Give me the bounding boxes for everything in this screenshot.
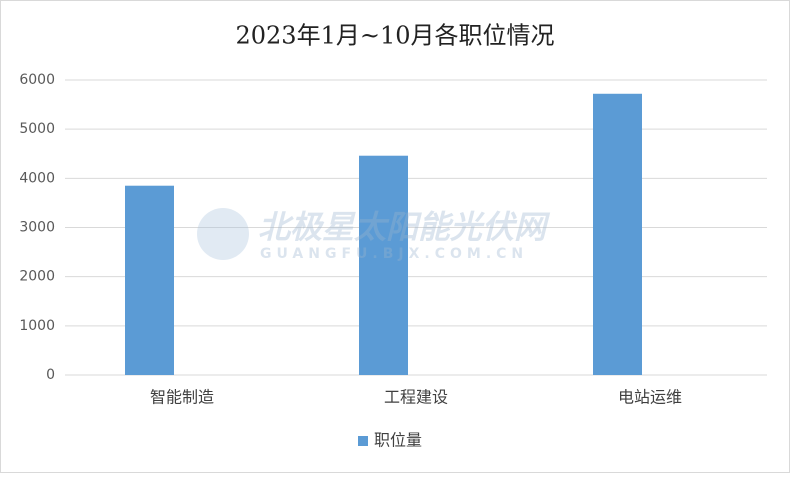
x-tick-label: 工程建设: [384, 388, 448, 407]
legend-label: 职位量: [374, 431, 422, 450]
y-tick-label: 5000: [19, 121, 55, 137]
watermark-title: 北极星太阳能光伏网: [258, 208, 551, 246]
watermark: 北极星太阳能光伏网 GUANGFU.BJX.COM.CN: [197, 208, 551, 262]
bar: [593, 93, 642, 376]
bar: [125, 185, 174, 375]
x-tick-label: 电站运维: [618, 388, 682, 407]
legend-swatch: [358, 436, 368, 446]
bar: [359, 155, 408, 375]
y-tick-label: 3000: [19, 220, 55, 236]
chart-title: 2023年1月~10月各职位情况: [236, 22, 555, 50]
y-tick-label: 4000: [19, 170, 55, 186]
x-tick-label: 智能制造: [150, 388, 214, 407]
y-tick-label: 0: [46, 367, 55, 383]
y-tick-label: 2000: [19, 269, 55, 285]
watermark-url: GUANGFU.BJX.COM.CN: [260, 246, 528, 262]
y-tick-label: 1000: [19, 318, 55, 334]
y-tick-label: 6000: [19, 72, 55, 88]
watermark-logo: [197, 208, 249, 260]
